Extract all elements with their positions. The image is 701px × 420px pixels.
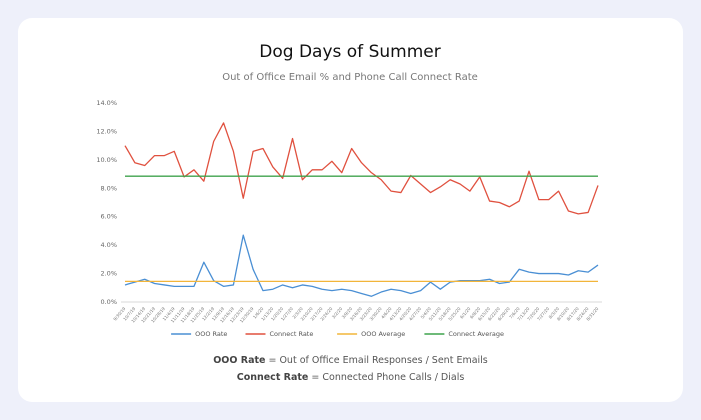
chart: Dog Days of Summer Out of Office Email %… [96,42,602,338]
y-tick-label: 14.0% [96,99,117,107]
footnote: OOO Rate = Out of Office Email Responses … [0,352,701,369]
y-tick-label: 12.0% [96,127,117,135]
footnotes: OOO Rate = Out of Office Email Responses … [0,352,701,386]
y-tick-label: 10.0% [96,156,117,164]
y-tick-label: 6.0% [100,213,117,221]
y-tick-label: 2.0% [100,270,117,278]
chart-subtitle: Out of Office Email % and Phone Call Con… [222,72,478,83]
y-tick-label: 0.0% [100,298,117,306]
series-line [124,122,599,215]
y-tick-label: 8.0% [100,184,117,192]
legend-label: Connect Rate [270,330,314,338]
footnote-term: OOO Rate [213,355,266,366]
series-line [124,234,599,297]
footnote-definition: = Out of Office Email Responses / Sent E… [268,355,488,366]
chart-title: Dog Days of Summer [259,42,440,62]
card [18,18,683,402]
footnote-term: Connect Rate [236,372,309,383]
legend-label: OOO Average [361,330,405,338]
legend-label: OOO Rate [195,330,227,338]
footnote: Connect Rate = Connected Phone Calls / Di… [0,369,701,386]
legend-label: Connect Average [448,330,504,338]
y-tick-label: 4.0% [100,241,117,249]
footnote-definition: = Connected Phone Calls / Dials [311,372,465,383]
